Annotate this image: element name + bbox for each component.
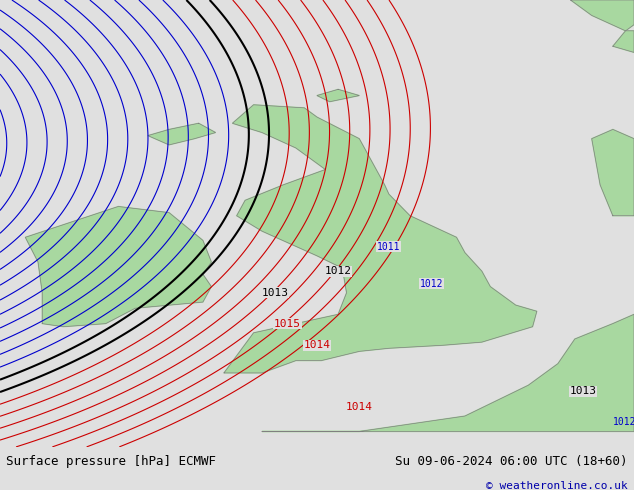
Text: Su 09-06-2024 06:00 UTC (18+60): Su 09-06-2024 06:00 UTC (18+60) [395,456,628,468]
Text: 1015: 1015 [274,318,301,329]
Polygon shape [262,315,634,432]
Text: © weatheronline.co.uk: © weatheronline.co.uk [486,481,628,490]
Text: 1011: 1011 [377,242,401,251]
Text: 1014: 1014 [346,402,373,412]
Text: 1013: 1013 [261,288,288,298]
Polygon shape [317,89,359,102]
Polygon shape [592,129,634,216]
Polygon shape [571,0,634,31]
Polygon shape [613,31,634,52]
Text: Surface pressure [hPa] ECMWF: Surface pressure [hPa] ECMWF [6,456,216,468]
Text: 1012: 1012 [419,278,443,289]
Text: 1012: 1012 [325,266,352,276]
Polygon shape [148,123,216,145]
Text: 1013: 1013 [570,387,597,396]
Text: 1012: 1012 [613,417,634,427]
Text: 1014: 1014 [304,340,330,350]
Polygon shape [25,206,211,327]
Polygon shape [224,105,537,373]
